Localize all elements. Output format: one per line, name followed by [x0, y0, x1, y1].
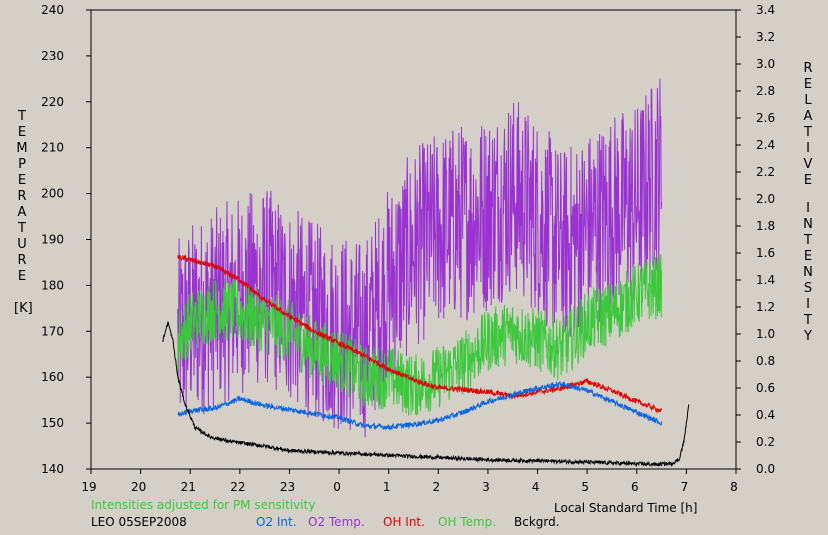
legend: O2 Int. O2 Temp. OH Int. OH Temp. Bckgrd.: [256, 515, 560, 529]
y-right-title-letter: N: [803, 265, 813, 280]
y-left-title-letter: U: [17, 237, 27, 252]
y-left-title-letter: E: [18, 173, 26, 188]
y-left-tick-label: 240: [41, 3, 64, 17]
y-right-title-letter: T: [803, 125, 812, 140]
x-tick-label: 2: [432, 480, 440, 494]
y-right-title-letter: E: [804, 77, 812, 92]
y-left-tick-label: 210: [41, 141, 64, 155]
y-left-title-letter: R: [17, 189, 26, 204]
x-tick-label: 5: [581, 480, 589, 494]
y-right-title-letter: Y: [803, 329, 812, 344]
x-axis-title: Local Standard Time [h]: [554, 501, 697, 515]
y-left-tick-label: 160: [41, 370, 64, 384]
y-right-tick-label: 2.6: [756, 111, 775, 125]
y-left-title-letter: E: [18, 269, 26, 284]
y-right-tick-label: 0.8: [756, 354, 775, 368]
y-left-title-letter: E: [18, 125, 26, 140]
y-right-tick-label: 0.6: [756, 381, 775, 395]
y-right-title-letter: E: [804, 173, 812, 188]
legend-item: OH Int.: [383, 515, 425, 529]
legend-item: O2 Int.: [256, 515, 297, 529]
y-right-title-letter: L: [804, 93, 812, 108]
note-text: Intensities adjusted for PM sensitivity: [91, 498, 315, 512]
y-right-title-letter: I: [806, 201, 810, 216]
x-tick-label: 4: [532, 480, 540, 494]
y-left-unit: [K]: [14, 301, 33, 316]
y-right-tick-label: 1.4: [756, 273, 775, 287]
y-right-tick-label: 2.0: [756, 192, 775, 206]
series-line-o2-int: [177, 381, 663, 431]
series-line-bckgrd: [162, 321, 690, 468]
series-line-o2-temp: [177, 78, 663, 438]
y-left-tick-label: 140: [41, 462, 64, 476]
y-right-tick-label: 0.2: [756, 435, 775, 449]
y-right-tick-label: 1.2: [756, 300, 775, 314]
x-tick-label: 23: [280, 480, 295, 494]
y-left-title-letter: R: [17, 253, 26, 268]
x-tick-label: 0: [333, 480, 341, 494]
series-line-oh-int: [177, 254, 663, 414]
y-left-title-letter: P: [18, 157, 26, 172]
legend-item: Bckgrd.: [514, 515, 560, 529]
y-right-title-letter: E: [804, 249, 812, 264]
y-right-tick-label: 1.0: [756, 327, 775, 341]
y-right-title-letter: R: [803, 61, 812, 76]
y-right-title-letter: A: [804, 109, 813, 124]
y-left-title-letter: T: [17, 109, 26, 124]
y-left-tick-label: 150: [41, 416, 64, 430]
x-tick-label: 21: [181, 480, 196, 494]
legend-item: OH Temp.: [438, 515, 496, 529]
y-right-tick-label: 2.8: [756, 84, 775, 98]
y-right-tick-label: 0.4: [756, 408, 775, 422]
y-left-title-letter: A: [18, 205, 27, 220]
y-left-tick-label: 220: [41, 95, 64, 109]
station-label: LEO 05SEP2008: [91, 515, 187, 529]
legend-item: O2 Temp.: [308, 515, 365, 529]
y-left-tick-label: 200: [41, 187, 64, 201]
y-left-title-letter: T: [17, 221, 26, 236]
y-right-title-letter: T: [803, 313, 812, 328]
y-right-title-letter: T: [803, 233, 812, 248]
y-right-title-letter: I: [806, 297, 810, 312]
y-right-tick-label: 2.2: [756, 165, 775, 179]
y-left-title-letter: M: [16, 141, 27, 156]
y-right-tick-label: 1.8: [756, 219, 775, 233]
x-tick-label: 20: [131, 480, 146, 494]
axes: 1401501601701801902002102202302400.00.20…: [41, 3, 775, 494]
x-tick-label: 19: [81, 480, 96, 494]
y-right-tick-label: 2.4: [756, 138, 775, 152]
y-left-tick-label: 230: [41, 49, 64, 63]
series-lines: [162, 78, 690, 468]
x-tick-label: 22: [230, 480, 245, 494]
y-left-tick-label: 190: [41, 233, 64, 247]
x-tick-label: 1: [383, 480, 391, 494]
x-tick-label: 8: [730, 480, 738, 494]
y-right-tick-label: 3.0: [756, 57, 775, 71]
x-tick-label: 7: [681, 480, 689, 494]
y-right-tick-label: 0.0: [756, 462, 775, 476]
y-right-title-letter: S: [804, 281, 812, 296]
x-tick-label: 6: [631, 480, 639, 494]
y-right-tick-label: 3.2: [756, 30, 775, 44]
y-right-title-letter: N: [803, 217, 813, 232]
y-right-tick-label: 3.4: [756, 3, 775, 17]
y-right-tick-label: 1.6: [756, 246, 775, 260]
x-tick-label: 3: [482, 480, 490, 494]
y-left-tick-label: 180: [41, 278, 64, 292]
y-right-title-letter: I: [806, 141, 810, 156]
y-left-tick-label: 170: [41, 324, 64, 338]
y-right-title-letter: V: [804, 157, 813, 172]
